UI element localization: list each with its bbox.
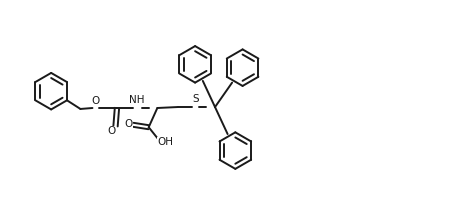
Text: NH: NH [130,95,145,105]
Text: O: O [125,119,133,129]
Text: O: O [92,96,100,106]
Text: OH: OH [157,137,173,147]
Text: O: O [108,126,116,136]
Text: S: S [192,94,199,104]
